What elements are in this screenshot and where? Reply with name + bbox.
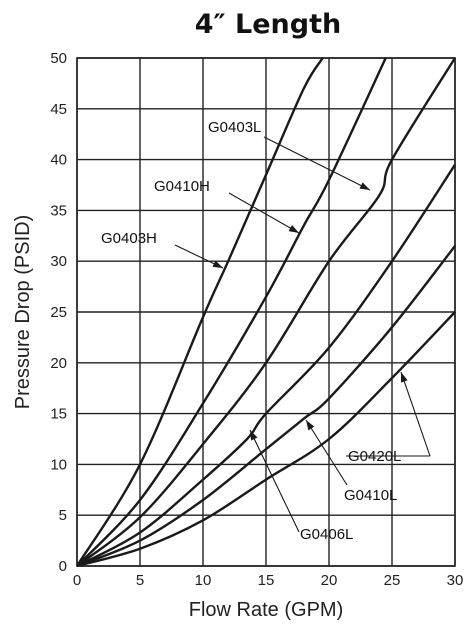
- y-tick-label: 5: [59, 507, 67, 524]
- y-tick-label: 15: [50, 406, 67, 423]
- series-curves: [75, 57, 457, 568]
- series-line-g0406l: [76, 164, 457, 568]
- x-axis-label: Flow Rate (GPM): [189, 599, 343, 621]
- x-tick-label: 5: [136, 572, 144, 589]
- series-label-g0403h: G0403H: [101, 230, 157, 247]
- y-tick-label: 0: [59, 558, 67, 575]
- arrowhead-g0410h: [288, 224, 299, 233]
- y-tick-label: 25: [50, 304, 67, 321]
- y-tick-label: 45: [50, 101, 67, 118]
- y-axis-label: Pressure Drop (PSID): [12, 215, 34, 410]
- x-tick-label: 30: [447, 572, 464, 589]
- y-tick-label: 50: [50, 50, 67, 67]
- arrowhead-g0420l: [400, 372, 408, 383]
- grid: [76, 57, 456, 567]
- series-line-g0403h: [75, 57, 324, 567]
- leader-line-g0410l: [305, 419, 348, 486]
- axis-ticks: 0 5 10 15 20 25 30 0 5 10 15 20 25 30 35 40 45 50: [50, 50, 463, 589]
- arrowhead-g0403h: [212, 260, 223, 268]
- series-label-g0410l: G0410L: [344, 487, 397, 504]
- series-line-g0420l: [76, 311, 456, 568]
- series-labels: G0403H G0410H G0403L G0406L G0410L G0420L: [101, 119, 431, 543]
- series-label-g0406l: G0406L: [300, 526, 353, 543]
- y-tick-label: 10: [50, 456, 67, 473]
- series-line-g0403l: [76, 57, 457, 567]
- arrowhead-g0406l: [250, 430, 258, 441]
- leader-line-g0420l: [400, 371, 431, 457]
- y-tick-label: 20: [50, 355, 67, 372]
- series-line-g0410h: [76, 57, 387, 567]
- x-tick-label: 25: [384, 572, 401, 589]
- series-label-g0420l: G0420L: [348, 448, 401, 465]
- x-tick-label: 0: [73, 572, 81, 589]
- series-label-g0403l: G0403L: [208, 119, 261, 136]
- x-tick-label: 10: [195, 572, 212, 589]
- chart-title: 4″ Length: [195, 9, 341, 40]
- y-tick-label: 40: [50, 152, 67, 169]
- x-tick-label: 20: [321, 572, 338, 589]
- leader-line-g0410h: [228, 192, 300, 234]
- arrowhead-g0410l: [306, 420, 315, 431]
- x-tick-label: 15: [258, 572, 275, 589]
- series-label-g0410h: G0410H: [154, 178, 210, 195]
- series-line-g0410l: [76, 245, 456, 568]
- y-tick-label: 35: [50, 202, 67, 219]
- leader-line-g0406l: [249, 429, 300, 533]
- leader-line-g0403l: [263, 136, 371, 191]
- arrowhead-g0403l: [359, 182, 370, 190]
- y-tick-label: 30: [50, 253, 67, 270]
